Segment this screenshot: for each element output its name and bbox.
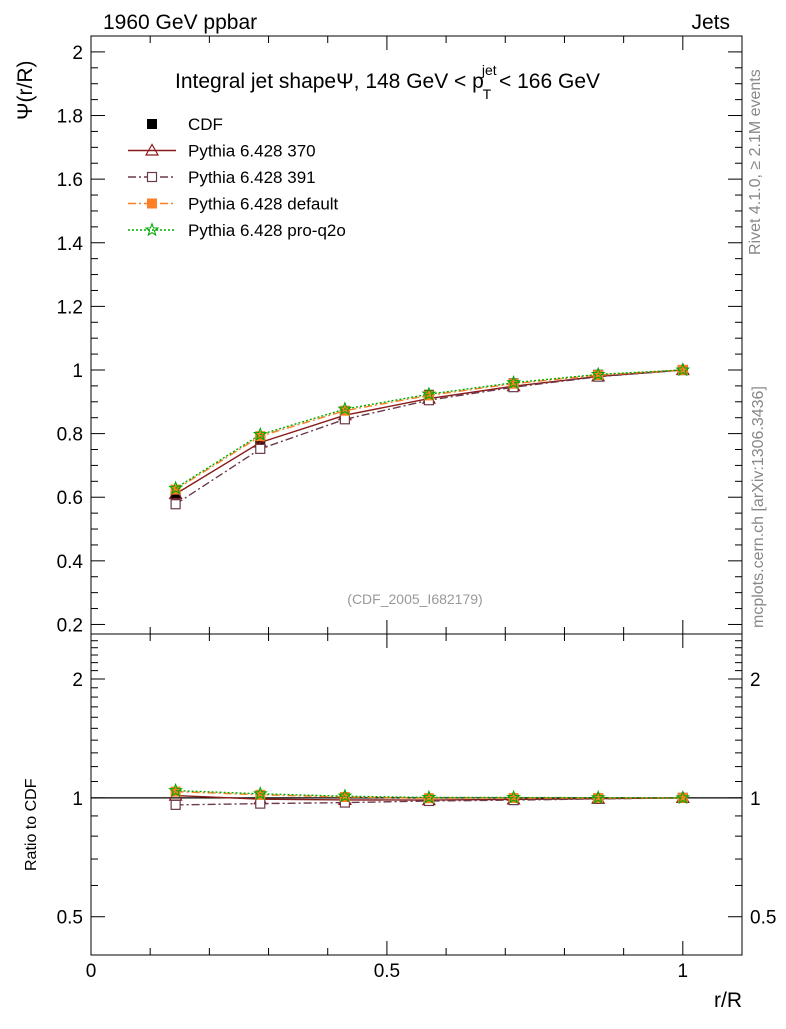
data-point xyxy=(590,366,606,381)
ratio-ytick-label-right: 0.5 xyxy=(750,908,776,929)
ratio-frame xyxy=(90,633,743,956)
legend-item: Pythia 6.428 391 xyxy=(128,168,316,187)
ratio-panel: 0.5 0.5 1 1 2 2 Ratio to CDF xyxy=(23,633,776,956)
data-point xyxy=(675,362,691,377)
main-ytick-label: 1.8 xyxy=(57,107,83,128)
xlabel: r/R xyxy=(714,989,742,1012)
data-point xyxy=(339,405,350,416)
data-point xyxy=(508,378,519,389)
legend: CDF Pythia 6.428 370 Pythia 6.428 391 Pythi… xyxy=(128,115,346,240)
data-point xyxy=(170,499,181,510)
main-ytick-label: 0.4 xyxy=(57,552,84,573)
data-point xyxy=(677,792,688,803)
main-ytick-label: 1.2 xyxy=(57,297,83,318)
legend-label: Pythia 6.428 391 xyxy=(188,168,316,187)
data-point xyxy=(252,426,268,441)
title-tail: < 166 GeV xyxy=(493,70,600,93)
data-point xyxy=(168,782,183,798)
main-series-pythia-6-428-pro-q2o xyxy=(168,362,691,495)
main-ytick-label: 0.6 xyxy=(57,488,83,509)
legend-marker xyxy=(146,171,158,183)
data-point xyxy=(421,386,437,401)
header-energy: 1960 GeV ppbar xyxy=(103,11,257,34)
rivet-label: Rivet 4.1.0, ≥ 2.1M events xyxy=(747,69,764,255)
main-ytick-label: 1.6 xyxy=(57,170,83,191)
title-sub: T xyxy=(483,86,492,102)
data-point xyxy=(421,789,437,804)
legend-marker xyxy=(144,143,160,156)
data-point xyxy=(252,786,268,801)
legend-marker xyxy=(147,198,157,209)
ratio-axis-ticks: 0.5 0.5 1 1 2 2 xyxy=(57,640,776,929)
main-series-pythia-6-428-391 xyxy=(170,364,688,510)
data-point xyxy=(506,789,522,804)
data-point xyxy=(339,414,350,425)
data-point xyxy=(337,401,353,416)
main-series-group xyxy=(168,362,691,510)
main-series-pythia-6-428-370 xyxy=(168,362,690,500)
title-sup: jet xyxy=(481,62,497,78)
legend-label: Pythia 6.428 default xyxy=(188,195,339,214)
mcplots-label: mcplots.cern.ch [arXiv:1306.3436] xyxy=(750,386,767,628)
main-panel: 0.2 0.4 0.6 0.8 1 1.2 1.4 1.6 1.8 2 Integral jet … xyxy=(14,35,743,955)
data-point xyxy=(423,793,434,804)
data-point xyxy=(339,792,350,803)
legend-item: Pythia 6.428 370 xyxy=(128,142,316,161)
main-ylabel: Ψ(r/R) xyxy=(14,60,37,120)
main-axis-ticks: 0.2 0.4 0.6 0.8 1 1.2 1.4 1.6 1.8 2 xyxy=(57,36,743,955)
legend-label: Pythia 6.428 pro-q2o xyxy=(188,221,346,240)
main-ytick-label: 1 xyxy=(72,361,83,382)
ratio-ytick-label: 1 xyxy=(72,789,83,810)
data-point xyxy=(590,789,606,804)
ratio-ytick-label-right: 2 xyxy=(750,670,761,691)
main-ytick-label: 2 xyxy=(72,43,83,64)
watermark: (CDF_2005_I682179) xyxy=(347,591,482,607)
series-line xyxy=(175,789,683,799)
legend-marker xyxy=(144,222,160,237)
xtick-label: 1 xyxy=(678,961,689,982)
ratio-series-pythia-6-428-pro-q2o xyxy=(168,782,691,805)
data-point xyxy=(170,786,181,797)
legend-label: Pythia 6.428 370 xyxy=(188,142,316,161)
legend-marker xyxy=(147,119,157,129)
data-point xyxy=(506,374,522,389)
xtick-label: 0 xyxy=(86,961,97,982)
ratio-ytick-label: 0.5 xyxy=(57,908,83,929)
main-series-cdf xyxy=(170,364,688,502)
title-text: Integral jet shapeΨ, 148 GeV < p xyxy=(175,70,484,93)
main-ytick-label: 0.2 xyxy=(57,615,83,636)
ratio-ytick-label-right: 1 xyxy=(750,789,761,810)
main-title: Integral jet shapeΨ, 148 GeV < pjet T < 1… xyxy=(175,62,600,102)
ratio-ylabel: Ratio to CDF xyxy=(23,778,40,871)
ratio-ytick-label: 2 xyxy=(72,670,83,691)
data-point xyxy=(255,789,266,800)
ratio-series-pythia-6-428-default xyxy=(170,786,688,804)
data-point xyxy=(337,788,353,803)
data-point xyxy=(255,443,266,454)
main-ytick-label: 0.8 xyxy=(57,425,83,446)
legend-label: CDF xyxy=(188,115,223,134)
legend-item: Pythia 6.428 default xyxy=(128,195,339,214)
data-point xyxy=(593,793,604,804)
xtick-label: 0.5 xyxy=(374,961,400,982)
data-point xyxy=(255,798,266,809)
ratio-series-group xyxy=(168,782,691,810)
main-series-pythia-6-428-default xyxy=(170,364,688,495)
data-point xyxy=(255,431,266,442)
data-point xyxy=(168,480,183,495)
main-ytick-label: 1.4 xyxy=(57,234,84,255)
x-axis-tick-labels: 0 0.5 1 xyxy=(86,961,688,982)
header-jets: Jets xyxy=(691,11,730,34)
legend-item: CDF xyxy=(147,115,223,134)
data-point xyxy=(170,799,181,810)
legend-item: Pythia 6.428 pro-q2o xyxy=(128,221,346,240)
series-line xyxy=(175,369,683,489)
data-point xyxy=(170,484,181,495)
data-point xyxy=(675,790,691,805)
